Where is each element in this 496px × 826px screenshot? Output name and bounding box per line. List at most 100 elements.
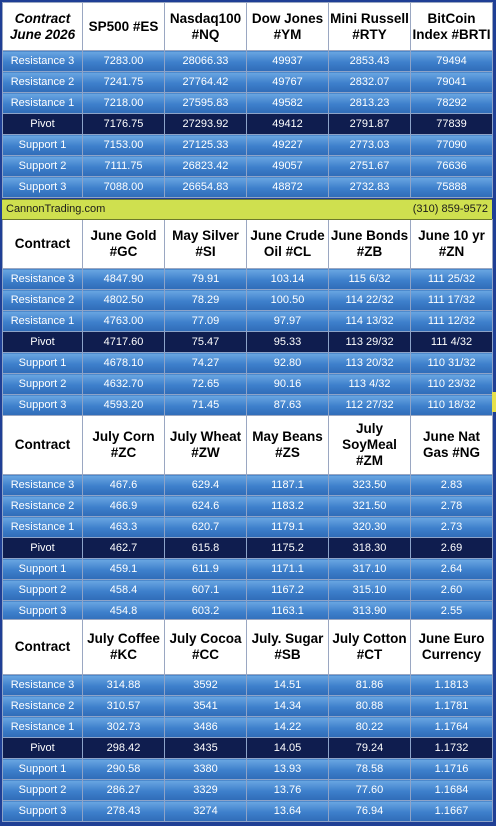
level-value: 74.27 bbox=[164, 352, 247, 374]
level-label: Support 1 bbox=[2, 352, 83, 374]
level-value: 7111.75 bbox=[82, 155, 165, 177]
level-value: 14.51 bbox=[246, 674, 329, 696]
level-value: 1.1732 bbox=[410, 737, 493, 759]
level-value: 4847.90 bbox=[82, 268, 165, 290]
level-label: Resistance 1 bbox=[2, 716, 83, 738]
table-row: Resistance 3 7283.00 28066.33 49937 2853.43 7… bbox=[2, 50, 493, 72]
pivot-table-3: Contract July Corn #ZC July Wheat #ZW May B… bbox=[2, 415, 493, 622]
level-value: 1.1684 bbox=[410, 779, 493, 801]
instrument-header: SP500 #ES bbox=[82, 2, 165, 51]
phone-number[interactable]: (310) 859-9572 bbox=[412, 203, 488, 215]
level-value: 75.47 bbox=[164, 331, 247, 353]
level-value: 80.88 bbox=[328, 695, 411, 717]
level-value: 49057 bbox=[246, 155, 329, 177]
level-value: 112 27/32 bbox=[328, 394, 411, 416]
level-value: 14.22 bbox=[246, 716, 329, 738]
level-value: 290.58 bbox=[82, 758, 165, 780]
level-value: 603.2 bbox=[164, 600, 247, 622]
level-label: Pivot bbox=[2, 331, 83, 353]
table-row: Support 2 4632.70 72.65 90.16 113 4/32 110 23… bbox=[2, 373, 493, 395]
level-value: 80.22 bbox=[328, 716, 411, 738]
contract-section-4: Contract July Coffee #KC July Cocoa #CC Jul… bbox=[2, 619, 493, 822]
level-value: 110 23/32 bbox=[410, 373, 493, 395]
table-row: Resistance 2 310.57 3541 14.34 80.88 1.1781 bbox=[2, 695, 493, 717]
pivot-row: Pivot 462.7 615.8 1175.2 318.30 2.69 bbox=[2, 537, 493, 559]
level-value: 313.90 bbox=[328, 600, 411, 622]
level-value: 315.10 bbox=[328, 579, 411, 601]
level-value: 3541 bbox=[164, 695, 247, 717]
instrument-header: July Cocoa #CC bbox=[164, 619, 247, 675]
level-value: 458.4 bbox=[82, 579, 165, 601]
level-value: 607.1 bbox=[164, 579, 247, 601]
level-label: Resistance 3 bbox=[2, 268, 83, 290]
level-value: 26823.42 bbox=[164, 155, 247, 177]
level-label: Support 1 bbox=[2, 134, 83, 156]
level-value: 13.76 bbox=[246, 779, 329, 801]
level-value: 1.1764 bbox=[410, 716, 493, 738]
table-row: Support 3 4593.20 71.45 87.63 112 27/32 110 1… bbox=[2, 394, 493, 416]
level-value: 76636 bbox=[410, 155, 493, 177]
level-value: 2.83 bbox=[410, 474, 493, 496]
level-value: 113 29/32 bbox=[328, 331, 411, 353]
level-value: 26654.83 bbox=[164, 176, 247, 198]
contact-banner: CannonTrading.com (310) 859-9572 bbox=[2, 199, 492, 220]
level-value: 77839 bbox=[410, 113, 493, 135]
level-label: Support 2 bbox=[2, 779, 83, 801]
contract-header: Contract June 2026 bbox=[2, 2, 83, 51]
level-value: 459.1 bbox=[82, 558, 165, 580]
website-link[interactable]: CannonTrading.com bbox=[6, 203, 106, 215]
table-row: Support 2 458.4 607.1 1167.2 315.10 2.60 bbox=[2, 579, 493, 601]
level-value: 302.73 bbox=[82, 716, 165, 738]
pivot-row: Pivot 4717.60 75.47 95.33 113 29/32 111 4/32 bbox=[2, 331, 493, 353]
level-value: 100.50 bbox=[246, 289, 329, 311]
instrument-header: June Crude Oil #CL bbox=[246, 219, 329, 269]
level-value: 1.1667 bbox=[410, 800, 493, 822]
table-row: Support 2 7111.75 26823.42 49057 2751.67 7663… bbox=[2, 155, 493, 177]
level-label: Resistance 1 bbox=[2, 92, 83, 114]
table-row: Support 3 7088.00 26654.83 48872 2732.83 7588… bbox=[2, 176, 493, 198]
level-value: 1183.2 bbox=[246, 495, 329, 517]
level-value: 2773.03 bbox=[328, 134, 411, 156]
level-value: 3380 bbox=[164, 758, 247, 780]
instrument-header: July. Sugar #SB bbox=[246, 619, 329, 675]
table-row: Resistance 3 4847.90 79.91 103.14 115 6/32 11… bbox=[2, 268, 493, 290]
instrument-header: June Bonds #ZB bbox=[328, 219, 411, 269]
level-value: 49937 bbox=[246, 50, 329, 72]
instrument-header: BitCoin Index #BRTI bbox=[410, 2, 493, 51]
level-value: 111 12/32 bbox=[410, 310, 493, 332]
level-value: 78.58 bbox=[328, 758, 411, 780]
instrument-header: July Coffee #KC bbox=[82, 619, 165, 675]
level-value: 1187.1 bbox=[246, 474, 329, 496]
table-row: Support 3 278.43 3274 13.64 76.94 1.1667 bbox=[2, 800, 493, 822]
level-value: 113 20/32 bbox=[328, 352, 411, 374]
level-value: 28066.33 bbox=[164, 50, 247, 72]
instrument-header: May Beans #ZS bbox=[246, 415, 329, 475]
level-value: 467.6 bbox=[82, 474, 165, 496]
level-value: 1179.1 bbox=[246, 516, 329, 538]
level-label: Support 1 bbox=[2, 558, 83, 580]
level-value: 103.14 bbox=[246, 268, 329, 290]
instrument-header: June Euro Currency bbox=[410, 619, 493, 675]
level-value: 48872 bbox=[246, 176, 329, 198]
level-value: 4763.00 bbox=[82, 310, 165, 332]
level-label: Resistance 3 bbox=[2, 674, 83, 696]
level-value: 4593.20 bbox=[82, 394, 165, 416]
level-value: 4802.50 bbox=[82, 289, 165, 311]
level-value: 320.30 bbox=[328, 516, 411, 538]
instrument-header: Dow Jones #YM bbox=[246, 2, 329, 51]
table-row: Resistance 1 463.3 620.7 1179.1 320.30 2.73 bbox=[2, 516, 493, 538]
level-value: 317.10 bbox=[328, 558, 411, 580]
level-label: Resistance 3 bbox=[2, 50, 83, 72]
level-value: 77.09 bbox=[164, 310, 247, 332]
pivot-row: Pivot 7176.75 27293.92 49412 2791.87 77839 bbox=[2, 113, 493, 135]
level-value: 4632.70 bbox=[82, 373, 165, 395]
pivot-row: Pivot 298.42 3435 14.05 79.24 1.1732 bbox=[2, 737, 493, 759]
level-value: 3435 bbox=[164, 737, 247, 759]
level-value: 7241.75 bbox=[82, 71, 165, 93]
level-label: Support 3 bbox=[2, 600, 83, 622]
level-value: 27293.92 bbox=[164, 113, 247, 135]
level-value: 615.8 bbox=[164, 537, 247, 559]
table-row: Support 1 7153.00 27125.33 49227 2773.03 7709… bbox=[2, 134, 493, 156]
level-value: 7283.00 bbox=[82, 50, 165, 72]
